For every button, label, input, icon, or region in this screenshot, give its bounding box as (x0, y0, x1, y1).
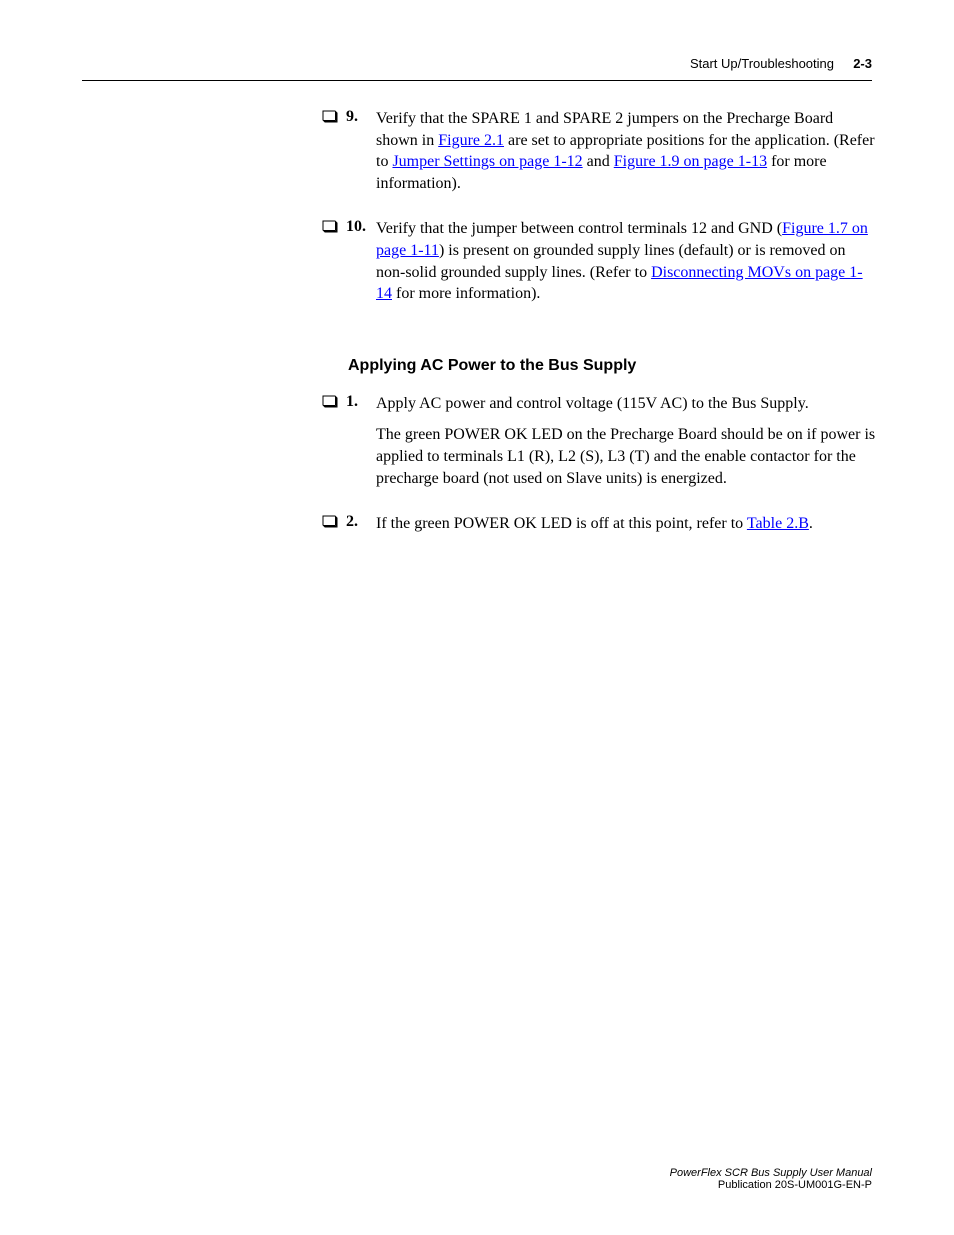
page: Start Up/Troubleshooting 2-3 9.Verify th… (0, 0, 954, 1235)
procedure-step: 2.If the green POWER OK LED is off at th… (322, 513, 876, 545)
step-paragraph: Apply AC power and control voltage (115V… (376, 393, 876, 415)
body-text: . (809, 515, 813, 532)
step-checkbox (322, 515, 346, 533)
header-rule (82, 80, 872, 81)
procedure-step: 10.Verify that the jumper between contro… (322, 218, 876, 314)
page-header: Start Up/Troubleshooting 2-3 (0, 56, 954, 80)
step-extra-paragraph: The green POWER OK LED on the Precharge … (376, 424, 876, 489)
body-text: Apply AC power and control voltage (115V… (376, 395, 809, 412)
cross-reference-link[interactable]: Table 2.B (747, 515, 809, 532)
body-text: for more information). (392, 285, 540, 302)
footer-manual-title: PowerFlex SCR Bus Supply User Manual (670, 1167, 872, 1179)
page-footer: PowerFlex SCR Bus Supply User Manual Pub… (670, 1167, 872, 1191)
checkbox-icon (322, 515, 338, 528)
step-number: 9. (346, 108, 376, 126)
step-paragraph: If the green POWER OK LED is off at this… (376, 513, 876, 535)
content-area: 9.Verify that the SPARE 1 and SPARE 2 ju… (322, 108, 876, 559)
step-number: 2. (346, 513, 376, 531)
checkbox-icon (322, 110, 338, 123)
checkbox-icon (322, 395, 338, 408)
cross-reference-link[interactable]: Figure 2.1 (438, 132, 504, 149)
step-body: Verify that the SPARE 1 and SPARE 2 jump… (376, 108, 876, 204)
body-text: If the green POWER OK LED is off at this… (376, 515, 747, 532)
section-heading: Applying AC Power to the Bus Supply (348, 357, 876, 375)
step-body: If the green POWER OK LED is off at this… (376, 513, 876, 545)
footer-publication: Publication 20S-UM001G-EN-P (670, 1179, 872, 1191)
step-number: 10. (346, 218, 376, 236)
cross-reference-link[interactable]: Jumper Settings on page 1-12 (392, 153, 582, 170)
step-checkbox (322, 110, 346, 128)
step-paragraph: Verify that the jumper between control t… (376, 218, 876, 304)
body-text: and (583, 153, 614, 170)
procedure-step: 9.Verify that the SPARE 1 and SPARE 2 ju… (322, 108, 876, 204)
step-checkbox (322, 395, 346, 413)
header-page-number: 2-3 (853, 56, 872, 71)
step-paragraph: Verify that the SPARE 1 and SPARE 2 jump… (376, 108, 876, 194)
body-text: Verify that the jumper between control t… (376, 220, 782, 237)
header-section: Start Up/Troubleshooting (690, 56, 834, 71)
step-number: 1. (346, 393, 376, 411)
step-body: Apply AC power and control voltage (115V… (376, 393, 876, 499)
cross-reference-link[interactable]: Figure 1.9 on page 1-13 (614, 153, 767, 170)
step-body: Verify that the jumper between control t… (376, 218, 876, 314)
procedure-step: 1.Apply AC power and control voltage (11… (322, 393, 876, 499)
checkbox-icon (322, 220, 338, 233)
step-checkbox (322, 220, 346, 238)
